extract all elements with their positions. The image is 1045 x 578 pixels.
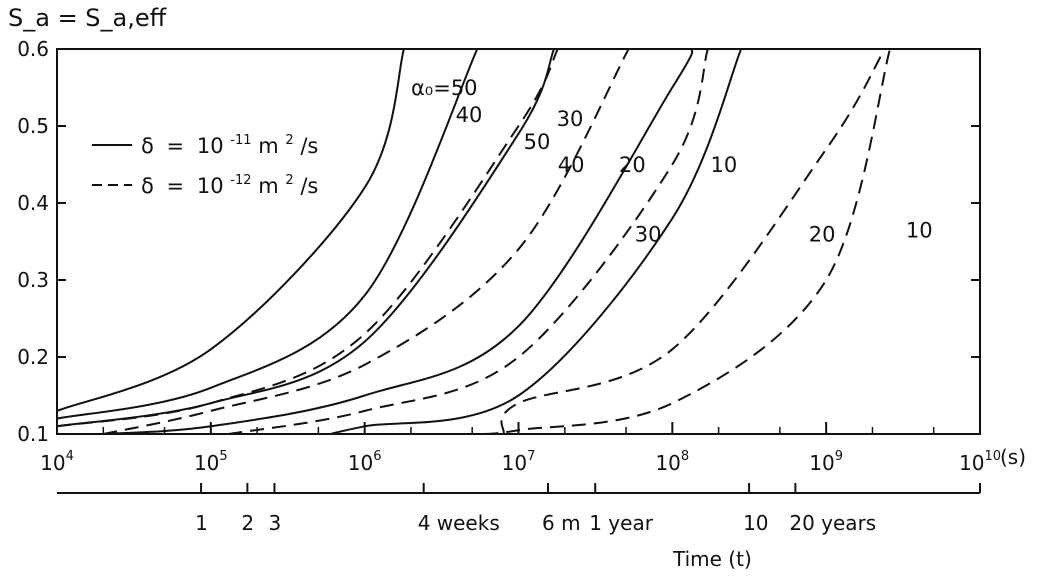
y-tick-label: 0.4	[17, 191, 49, 215]
time-tick-label: 2	[241, 511, 254, 535]
time-tick-label: 3	[268, 511, 281, 535]
time-tick-label: 10	[743, 511, 768, 535]
time-tick-label: 20 years	[789, 511, 876, 535]
legend-entry-solid: δ = 10 -11 m 2 /s	[92, 125, 318, 158]
plot-border	[56, 48, 981, 435]
curve-label: 30	[557, 107, 584, 131]
y-tick-label: 0.2	[17, 345, 49, 369]
y-tick-label: 0.6	[17, 37, 49, 61]
x-axis: 104 105 106 107 108 109 1010	[40, 422, 1001, 475]
legend-exponent: -11	[230, 133, 251, 148]
curve-label: α₀=50	[411, 76, 478, 100]
legend-unit-exp: 2	[285, 173, 293, 188]
legend-text-solid: δ = 10 -11 m 2 /s	[141, 125, 318, 158]
series-line-8	[330, 48, 743, 435]
y-axis-title: S_a = S_a,eff	[8, 4, 167, 32]
y-tick-label: 0.1	[17, 422, 49, 446]
curve-label: 30	[635, 223, 662, 247]
x-tick-label: 108	[655, 449, 689, 475]
curve-label: 20	[619, 153, 646, 177]
legend-exponent: -12	[230, 173, 251, 188]
legend-entry-dashed: δ = 10 -12 m 2 /s	[92, 165, 318, 198]
y-axis-title-text: S_a = S_a,eff	[8, 4, 167, 32]
series-line-6	[103, 48, 694, 435]
legend-mantissa: 10	[197, 174, 224, 198]
legend-text-dashed: δ = 10 -12 m 2 /s	[141, 165, 318, 198]
curve-label: 40	[558, 153, 585, 177]
time-tick-label: 1 year	[589, 511, 653, 535]
x-tick-label: 104	[40, 449, 74, 475]
legend-unit: m	[258, 134, 278, 158]
series-layer	[56, 48, 891, 435]
series-line-2	[56, 48, 479, 420]
x-tick-label: 1010	[959, 449, 1001, 475]
y-tick-label: 0.3	[17, 268, 49, 292]
series-line-9	[500, 48, 886, 435]
series-line-5	[103, 48, 630, 435]
legend-unit-tail: /s	[300, 174, 318, 198]
legend-symbol: δ	[141, 174, 154, 198]
legend-unit-tail: /s	[300, 134, 318, 158]
y-axis: 0.1 0.2 0.3 0.4 0.5 0.6	[17, 37, 980, 446]
x-tick-label: 105	[194, 449, 228, 475]
plot-frame	[56, 48, 981, 435]
time-tick-label: 1	[195, 511, 208, 535]
x-tick-label: 106	[348, 449, 382, 475]
series-line-3	[56, 48, 559, 428]
series-line-4	[56, 48, 555, 428]
x-axis-unit: (s)	[1000, 445, 1026, 469]
x-tick-label: 109	[809, 449, 843, 475]
legend-unit-exp: 2	[285, 133, 293, 148]
curve-label: 20	[809, 223, 836, 247]
y-tick-label: 0.5	[17, 114, 49, 138]
legend-mantissa: 10	[197, 134, 224, 158]
x-tick-label: 107	[502, 449, 536, 475]
series-line-1	[56, 48, 405, 412]
curve-label: 10	[710, 153, 737, 177]
time-tick-label: 6 m	[542, 511, 581, 535]
curve-label: 40	[456, 103, 483, 127]
curve-label: 10	[906, 219, 933, 243]
legend-unit: m	[258, 174, 278, 198]
time-tick-label: 4 weeks	[418, 511, 500, 535]
legend: δ = 10 -11 m 2 /s δ = 10 -12 m 2 /s	[92, 125, 318, 198]
series-line-10	[484, 48, 891, 435]
legend-symbol: δ	[141, 134, 154, 158]
curve-label: 50	[524, 130, 551, 154]
time-axis-title: Time (t)	[672, 547, 752, 571]
